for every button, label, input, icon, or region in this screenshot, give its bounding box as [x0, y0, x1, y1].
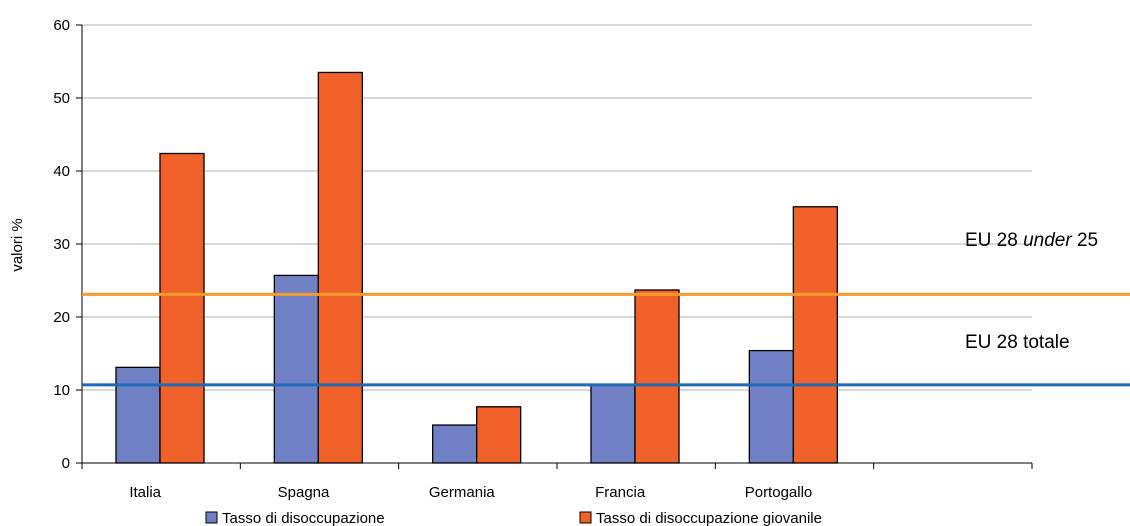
- gridlines: [76, 24, 1032, 464]
- reference-lines: EU 28 under 25 EU 28 totale: [82, 230, 1130, 387]
- bar-tasso-disoccupazione-portogallo: [748, 349, 794, 464]
- reference-line-label-part: EU 28: [965, 230, 1023, 251]
- bar-tasso-disoccupazione-giovanile-germania: [476, 406, 522, 464]
- y-tick-label: 50: [53, 90, 70, 107]
- x-category-label: Italia: [129, 484, 161, 501]
- y-tick-label: 20: [53, 309, 70, 326]
- y-tick-labels: 0 10 20 30 40 50 60: [53, 17, 70, 472]
- bars: [115, 71, 838, 464]
- y-tick-label: 30: [53, 236, 70, 253]
- x-category-label: Spagna: [278, 484, 330, 501]
- y-tick-label: 60: [53, 17, 70, 34]
- legend-label: Tasso di disoccupazione giovanile: [596, 510, 822, 526]
- legend: Tasso di disoccupazione Tasso di disoccup…: [205, 510, 822, 526]
- bar-tasso-disoccupazione-giovanile-francia: [634, 289, 680, 464]
- x-category-label: Germania: [429, 484, 496, 501]
- bar-tasso-disoccupazione-spagna: [273, 274, 319, 464]
- legend-swatch: [579, 511, 592, 524]
- reference-line-label: EU 28 under 25: [965, 230, 1098, 251]
- reference-line-label-part: EU 28 totale: [965, 332, 1070, 353]
- bar-tasso-disoccupazione-giovanile-italia: [159, 152, 205, 464]
- bar-tasso-disoccupazione-giovanile-spagna: [317, 71, 363, 464]
- bar-tasso-disoccupazione-giovanile-portogallo: [792, 206, 838, 464]
- bar-tasso-disoccupazione-italia: [115, 366, 161, 464]
- axes: [81, 25, 1033, 469]
- reference-line-label: EU 28 totale: [965, 332, 1070, 353]
- bar-tasso-disoccupazione-francia: [590, 383, 636, 464]
- y-tick-label: 0: [62, 455, 70, 472]
- x-category-labels: Italia Spagna Germania Francia Portogallo: [129, 484, 812, 501]
- legend-label: Tasso di disoccupazione: [222, 510, 385, 526]
- bar-tasso-disoccupazione-germania: [432, 424, 478, 464]
- legend-swatch: [205, 511, 218, 524]
- x-category-label: Portogallo: [745, 484, 813, 501]
- y-tick-label: 10: [53, 382, 70, 399]
- reference-line-label-part: under: [1023, 230, 1072, 251]
- y-tick-label: 40: [53, 163, 70, 180]
- x-category-label: Francia: [595, 484, 646, 501]
- y-axis-title: valori %: [9, 218, 26, 271]
- reference-line-label-part: 25: [1072, 230, 1098, 251]
